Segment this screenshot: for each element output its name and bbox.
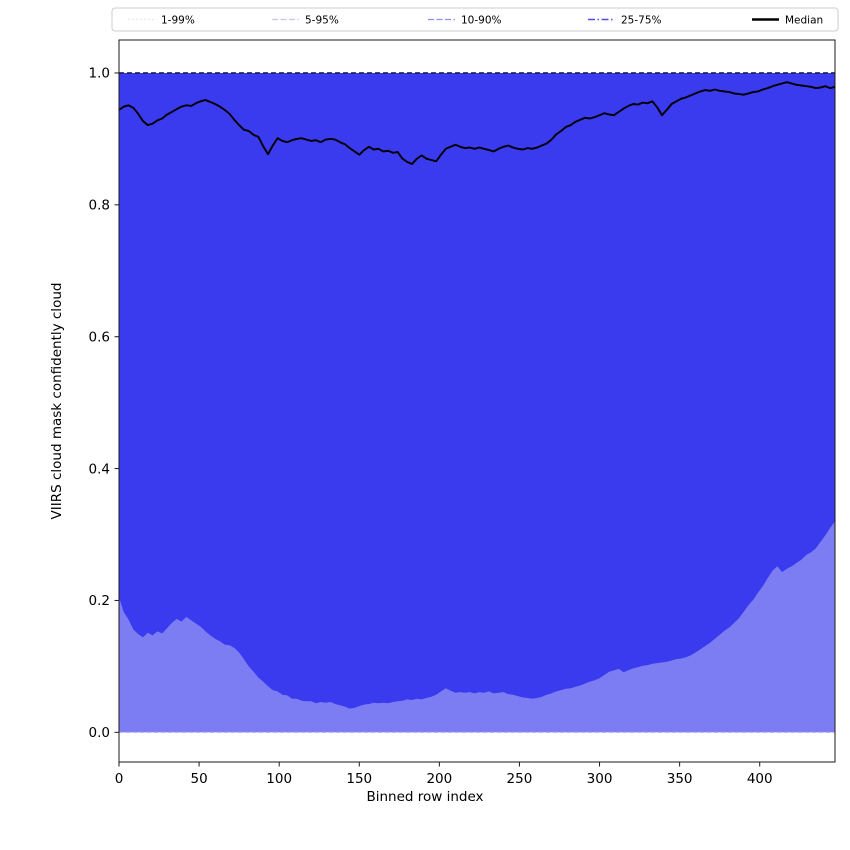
y-tick-label: 0.6 (89, 329, 110, 345)
x-axis-label: Binned row index (366, 789, 484, 805)
y-axis-label: VIIRS cloud mask confidently cloud (49, 282, 65, 520)
legend-entry: 25-75% (588, 15, 662, 27)
legend-label: 1-99% (161, 15, 195, 27)
legend: 1-99% 5-95% 10-90% 25-75% Median (111, 7, 839, 32)
y-tick-label: 1.0 (89, 66, 110, 82)
legend-label: 5-95% (305, 15, 339, 27)
legend-label: 25-75% (621, 15, 662, 27)
legend-entry: 1-99% (128, 15, 195, 27)
x-tick-label: 50 (190, 771, 207, 787)
y-tick-label: 0.8 (89, 198, 110, 214)
legend-label: Median (785, 15, 823, 27)
x-tick-label: 100 (266, 771, 292, 787)
y-tick-label: 0.0 (89, 725, 110, 741)
band-25-75 (119, 73, 835, 709)
legend-entry: 10-90% (428, 15, 502, 27)
x-tick-label: 400 (747, 771, 773, 787)
legend-box (111, 7, 839, 32)
x-tick-label: 200 (426, 771, 452, 787)
x-tick-label: 0 (115, 771, 124, 787)
x-tick-label: 300 (587, 771, 613, 787)
legend-label: 10-90% (461, 15, 502, 27)
axes-frame (118, 39, 836, 763)
y-tick-label: 0.4 (89, 461, 110, 477)
legend-entry: 5-95% (272, 15, 339, 27)
median-line (118, 81, 836, 165)
y-tick-label: 0.2 (89, 593, 110, 609)
legend-entry: Median (752, 15, 823, 27)
x-tick-label: 150 (346, 771, 372, 787)
x-tick-label: 250 (507, 771, 533, 787)
x-tick-label: 350 (667, 771, 693, 787)
